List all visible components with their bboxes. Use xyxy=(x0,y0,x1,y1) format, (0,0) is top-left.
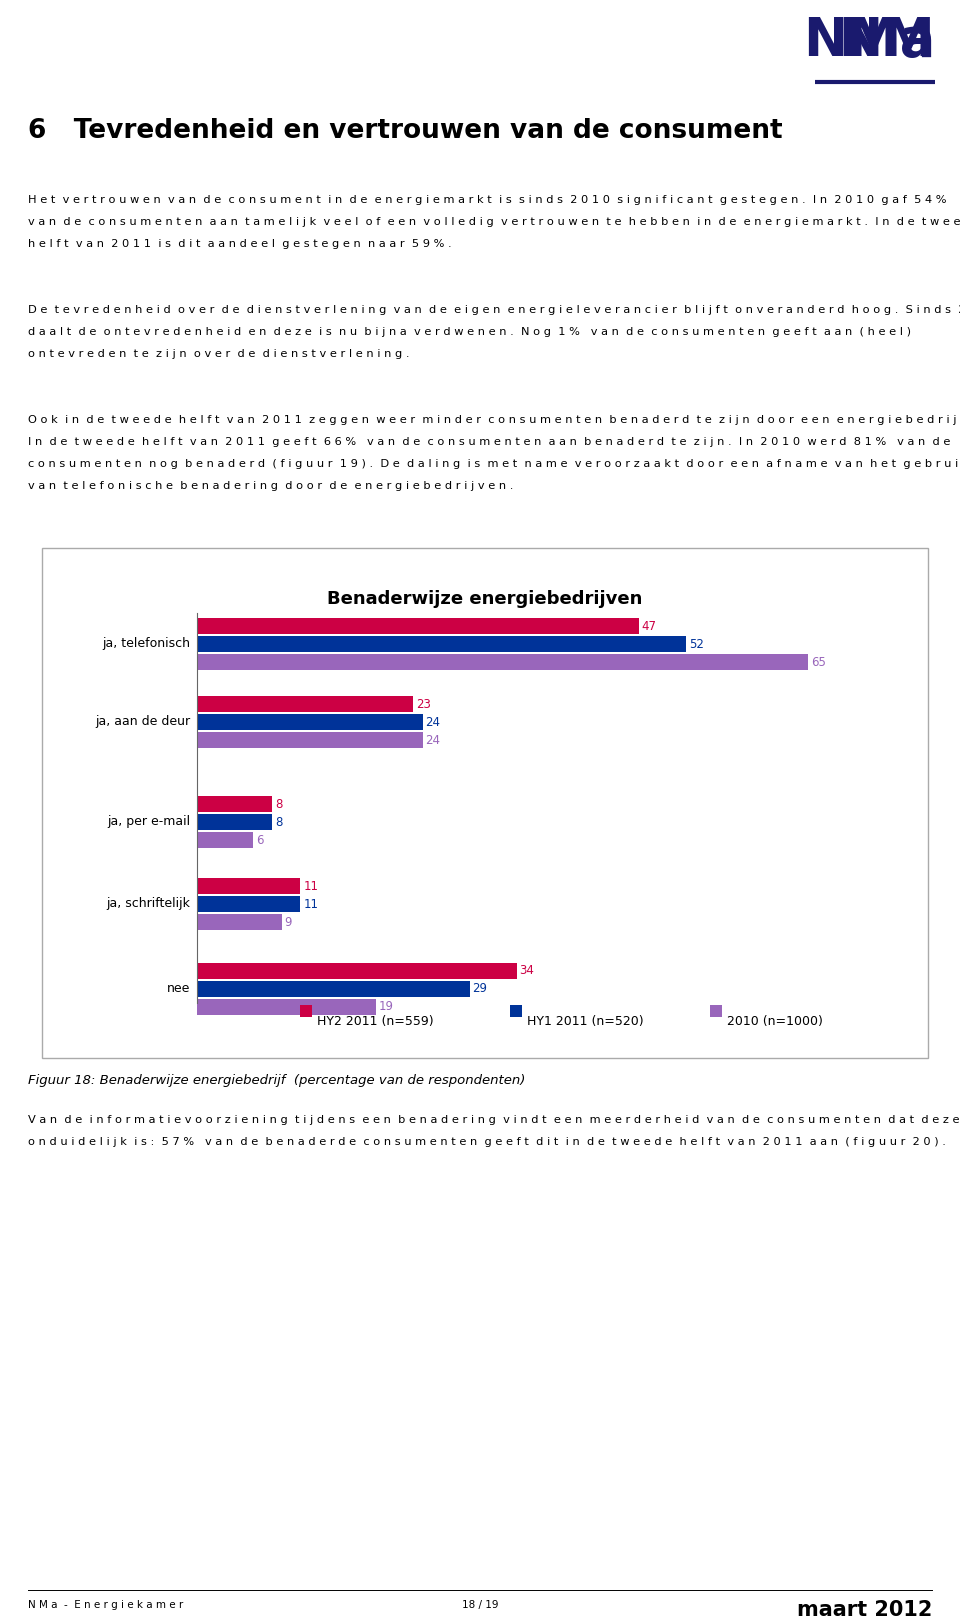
Bar xyxy=(197,999,375,1015)
Text: 8: 8 xyxy=(276,815,282,828)
Text: 6: 6 xyxy=(256,833,264,846)
Bar xyxy=(197,695,413,712)
Text: V a n  d e  i n f o r m a t i e v o o r z i e n i n g  t i j d e n s  e e n  b e: V a n d e i n f o r m a t i e v o o r z … xyxy=(28,1115,959,1125)
Text: 19: 19 xyxy=(378,1000,394,1013)
Text: NM: NM xyxy=(838,15,935,66)
Text: N M a  -  E n e r g i e k a m e r: N M a - E n e r g i e k a m e r xyxy=(28,1600,183,1610)
Text: 65: 65 xyxy=(811,655,826,668)
Text: maart 2012: maart 2012 xyxy=(797,1600,932,1619)
Text: HY2 2011 (n=559): HY2 2011 (n=559) xyxy=(317,1015,434,1028)
Text: O o k  i n  d e  t w e e d e  h e l f t  v a n  2 0 1 1  z e g g e n  w e e r  m: O o k i n d e t w e e d e h e l f t v a … xyxy=(28,415,960,425)
Text: H e t  v e r t r o u w e n  v a n  d e  c o n s u m e n t  i n  d e  e n e r g i: H e t v e r t r o u w e n v a n d e c o … xyxy=(28,195,947,204)
Bar xyxy=(510,1005,522,1016)
Text: ja, telefonisch: ja, telefonisch xyxy=(102,637,190,650)
Text: Benaderwijze energiebedrijven: Benaderwijze energiebedrijven xyxy=(327,590,642,608)
Text: 29: 29 xyxy=(472,982,488,995)
Bar xyxy=(197,635,685,652)
Text: 11: 11 xyxy=(303,880,319,893)
Text: 52: 52 xyxy=(688,637,704,650)
Text: h e l f t  v a n  2 0 1 1  i s  d i t  a a n d e e l  g e s t e g e n  n a a r  : h e l f t v a n 2 0 1 1 i s d i t a a n … xyxy=(28,238,451,250)
Bar xyxy=(197,832,253,848)
Text: 2010 (n=1000): 2010 (n=1000) xyxy=(727,1015,823,1028)
Bar xyxy=(197,814,273,830)
Text: HY1 2011 (n=520): HY1 2011 (n=520) xyxy=(527,1015,643,1028)
Text: 24: 24 xyxy=(425,733,441,747)
Text: 24: 24 xyxy=(425,715,441,728)
Bar xyxy=(197,963,516,979)
Text: ja, per e-mail: ja, per e-mail xyxy=(107,815,190,828)
Text: v a n  d e  c o n s u m e n t e n  a a n  t a m e l i j k  v e e l  o f  e e n  : v a n d e c o n s u m e n t e n a a n t … xyxy=(28,217,960,227)
Bar xyxy=(197,653,808,669)
Bar xyxy=(197,914,281,930)
Text: o n t e v r e d e n  t e  z i j n  o v e r  d e  d i e n s t v e r l e n i n g .: o n t e v r e d e n t e z i j n o v e r … xyxy=(28,349,410,358)
Bar xyxy=(197,796,273,812)
Text: Figuur 18: Benaderwijze energiebedrijf  (percentage van de respondenten): Figuur 18: Benaderwijze energiebedrijf (… xyxy=(28,1075,525,1088)
Text: 6   Tevredenheid en vertrouwen van de consument: 6 Tevredenheid en vertrouwen van de cons… xyxy=(28,118,782,144)
Text: c o n s u m e n t e n  n o g  b e n a d e r d  ( f i g u u r  1 9 ) .  D e  d a : c o n s u m e n t e n n o g b e n a d e … xyxy=(28,459,960,468)
Text: 11: 11 xyxy=(303,898,319,911)
Bar xyxy=(300,1005,312,1016)
Text: nee: nee xyxy=(167,982,190,995)
Text: I n  d e  t w e e d e  h e l f t  v a n  2 0 1 1  g e e f t  6 6 %   v a n  d e : I n d e t w e e d e h e l f t v a n 2 0 … xyxy=(28,438,950,447)
Bar xyxy=(197,618,638,634)
Bar xyxy=(197,981,469,997)
Text: o n d u i d e l i j k  i s :  5 7 %   v a n  d e  b e n a d e r d e  c o n s u m: o n d u i d e l i j k i s : 5 7 % v a n … xyxy=(28,1136,946,1148)
Text: 23: 23 xyxy=(417,697,431,710)
Text: NMa: NMa xyxy=(803,15,935,66)
Text: 8: 8 xyxy=(276,798,282,810)
Bar xyxy=(197,879,300,895)
Bar xyxy=(197,733,422,747)
Text: ja, schriftelijk: ja, schriftelijk xyxy=(107,898,190,911)
Bar xyxy=(197,896,300,913)
Text: 47: 47 xyxy=(642,619,657,632)
Bar xyxy=(710,1005,722,1016)
Text: 18 / 19: 18 / 19 xyxy=(462,1600,498,1610)
Text: v a n  t e l e f o n i s c h e  b e n a d e r i n g  d o o r  d e  e n e r g i e: v a n t e l e f o n i s c h e b e n a d … xyxy=(28,481,514,491)
Text: 34: 34 xyxy=(519,964,535,977)
Bar xyxy=(197,713,422,729)
Text: d a a l t  d e  o n t e v r e d e n h e i d  e n  d e z e  i s  n u  b i j n a  : d a a l t d e o n t e v r e d e n h e i … xyxy=(28,327,911,337)
Text: D e  t e v r e d e n h e i d  o v e r  d e  d i e n s t v e r l e n i n g  v a n: D e t e v r e d e n h e i d o v e r d e … xyxy=(28,305,960,314)
Text: ja, aan de deur: ja, aan de deur xyxy=(95,715,190,728)
Text: 9: 9 xyxy=(284,916,292,929)
Bar xyxy=(42,548,928,1059)
